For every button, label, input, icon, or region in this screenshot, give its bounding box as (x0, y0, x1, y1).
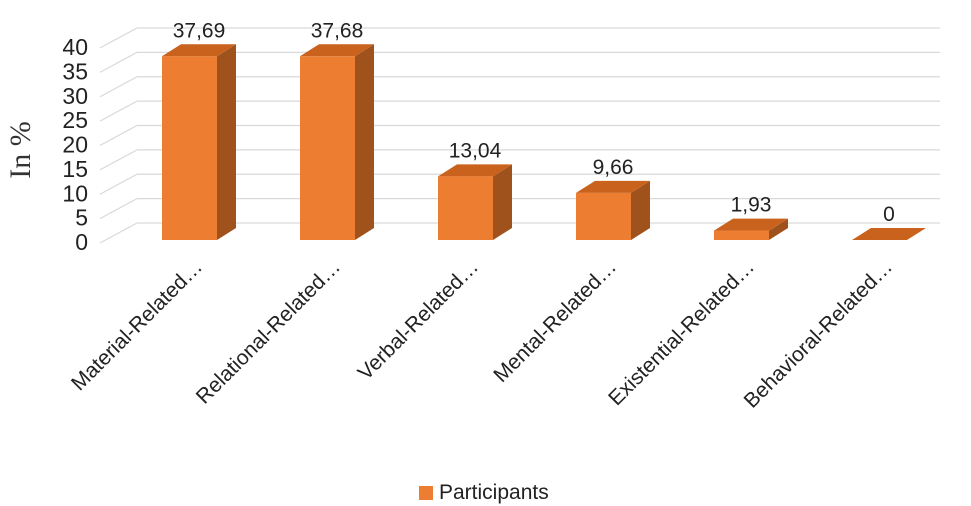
y-tick-label: 10 (62, 180, 88, 206)
x-category-label: Behavioral-Related… (740, 255, 897, 412)
bar (162, 44, 236, 241)
bar-side (493, 164, 512, 240)
x-category-label: Relational-Related… (192, 255, 345, 408)
data-label: 13,04 (449, 139, 502, 162)
gridline-diag (99, 51, 138, 73)
data-label: 0 (883, 203, 895, 226)
bar-top (300, 44, 374, 57)
y-axis-label: In % (4, 121, 37, 178)
data-label: 9,66 (593, 156, 634, 179)
x-category-label: Verbal-Related… (354, 255, 483, 384)
bar (300, 44, 374, 241)
gridline-diag (99, 76, 138, 98)
bars (162, 44, 926, 241)
bar-side (355, 44, 374, 241)
bar (714, 218, 788, 240)
bar-side (769, 218, 788, 240)
x-category-label: Material-Related… (67, 255, 207, 395)
legend: Participants (419, 481, 549, 505)
bar-top (714, 218, 788, 231)
legend-label: Participants (439, 481, 549, 504)
bar-front (438, 176, 493, 240)
bar-top (162, 44, 236, 57)
gridline-diag (99, 222, 138, 244)
y-tick-label: 40 (62, 34, 88, 60)
y-tick-label: 30 (62, 83, 88, 109)
bar-top (852, 228, 926, 240)
data-label: 1,93 (731, 194, 772, 217)
gridlines (99, 27, 940, 244)
bar-side (631, 180, 650, 240)
legend-swatch (419, 486, 433, 500)
y-tick-label: 0 (75, 229, 88, 255)
y-tick-label: 20 (62, 132, 88, 158)
bar (576, 180, 650, 240)
bar-side (217, 44, 236, 241)
bar-top (576, 180, 650, 193)
gridline-diag (99, 27, 138, 49)
data-label: 37,69 (173, 19, 226, 42)
x-category-label: Existential-Related… (604, 255, 759, 410)
gridline-diag (99, 100, 138, 122)
bar-front (300, 56, 355, 241)
bar (438, 164, 512, 240)
x-axis-categories: Material-Related…Relational-Related… Verb… (67, 255, 897, 412)
data-labels: 37,69 37,68 13,04 9,66 1,93 0 (173, 19, 895, 226)
bar (852, 228, 926, 240)
gridline-diag (99, 124, 138, 147)
gridline-diag (99, 198, 138, 220)
gridline-diag (99, 173, 138, 195)
x-category-label: Mental-Related… (489, 255, 621, 387)
y-tick-label: 25 (62, 107, 88, 133)
bar-front (714, 230, 769, 240)
gridline-diag (99, 149, 138, 171)
bar-front (576, 192, 631, 240)
y-tick-label: 35 (62, 58, 88, 84)
bar-top (438, 164, 512, 177)
y-tick-label: 5 (75, 205, 88, 231)
data-label: 37,68 (311, 19, 364, 42)
y-tick-label: 15 (62, 156, 88, 182)
bar-front (162, 56, 217, 241)
